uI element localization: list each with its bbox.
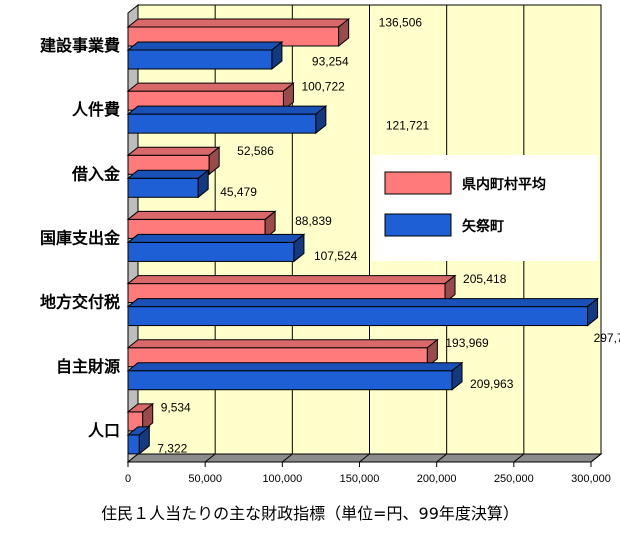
data-label: 9,534 xyxy=(161,400,191,414)
gridline-floor xyxy=(513,453,525,463)
bar-side xyxy=(142,402,154,432)
gridline-floor xyxy=(204,453,216,463)
category-label: 地方交付税 xyxy=(40,293,120,312)
bar-top xyxy=(126,233,306,243)
x-tick-label: 50,000 xyxy=(188,473,222,485)
bar-side xyxy=(271,40,283,71)
bar-top xyxy=(126,339,439,349)
bar-side xyxy=(282,82,294,112)
bar-top xyxy=(126,82,295,92)
bar-chart: 0 50,000 100,000 150,000 200,000 250,000 300,0… xyxy=(40,3,620,485)
bar xyxy=(127,241,295,262)
legend-box xyxy=(372,155,598,261)
data-label: 205,418 xyxy=(463,272,507,286)
gridline-floor xyxy=(359,453,370,463)
bar xyxy=(127,177,199,198)
data-label: 297,785 xyxy=(594,331,620,345)
value-labels: 136,506 93,254 100,722 121,721 52,586 45,479 8… xyxy=(157,16,620,456)
data-label: 100,722 xyxy=(301,80,345,94)
category-label: 国庫支出金 xyxy=(40,229,121,248)
bar xyxy=(127,434,140,455)
bar-top xyxy=(126,298,600,308)
category-label: 人口 xyxy=(88,421,120,440)
bar xyxy=(127,370,453,391)
category-label: 人件費 xyxy=(72,100,120,119)
bar-top xyxy=(126,210,277,220)
bar-side xyxy=(338,17,350,48)
bar-side xyxy=(444,274,456,304)
bar-side xyxy=(426,338,438,368)
bar-side xyxy=(197,169,209,199)
data-label: 93,254 xyxy=(312,55,349,69)
bar-side xyxy=(451,361,463,391)
legend-label: 県内町村平均 xyxy=(462,176,546,193)
x-tick-label: 100,000 xyxy=(262,473,302,485)
x-tick-label: 150,000 xyxy=(340,473,380,485)
bars xyxy=(126,17,600,455)
category-label: 借入金 xyxy=(71,164,121,183)
data-label: 52,586 xyxy=(237,144,274,158)
data-label: 45,479 xyxy=(220,185,257,199)
bar-top xyxy=(126,146,221,156)
data-label: 107,524 xyxy=(314,249,358,263)
data-label: 136,506 xyxy=(379,16,423,30)
bar xyxy=(127,306,589,327)
category-label: 建設事業費 xyxy=(40,36,120,55)
data-label: 7,322 xyxy=(157,441,187,455)
bar-side xyxy=(208,146,220,176)
x-tick-label: 200,000 xyxy=(417,473,457,485)
bar-side xyxy=(315,105,327,135)
x-tick-label: 250,000 xyxy=(494,473,534,485)
bar-top xyxy=(126,169,210,179)
data-label: 209,963 xyxy=(470,377,514,391)
bar-side xyxy=(293,233,305,263)
bar xyxy=(127,113,317,134)
x-axis: 0 50,000 100,000 150,000 200,000 250,000 300,0… xyxy=(125,461,611,485)
gridline-floor xyxy=(282,453,293,463)
x-tick-label: 300,000 xyxy=(571,473,611,485)
data-label: 88,839 xyxy=(295,214,332,228)
bar-top xyxy=(126,362,464,372)
bar-side xyxy=(264,210,276,240)
legend-swatch xyxy=(384,171,452,195)
bar-side xyxy=(138,425,150,455)
data-label: 193,969 xyxy=(445,336,489,350)
chart-caption: 住民１人当たりの主な財政指標（単位=円、99年度決算） xyxy=(101,504,519,523)
gridline-floor xyxy=(436,453,447,463)
bar-side xyxy=(587,297,599,327)
bar xyxy=(127,49,273,70)
bar-top xyxy=(126,275,457,285)
gridline-floor xyxy=(590,453,602,463)
bar-top xyxy=(126,18,351,28)
category-label: 自主財源 xyxy=(56,357,120,376)
legend-swatch xyxy=(384,213,452,237)
data-label: 121,721 xyxy=(386,119,430,133)
x-tick-label: 0 xyxy=(125,473,131,485)
bar-top xyxy=(126,105,328,115)
legend-label: 矢祭町 xyxy=(462,218,504,235)
bar-top xyxy=(126,41,284,51)
